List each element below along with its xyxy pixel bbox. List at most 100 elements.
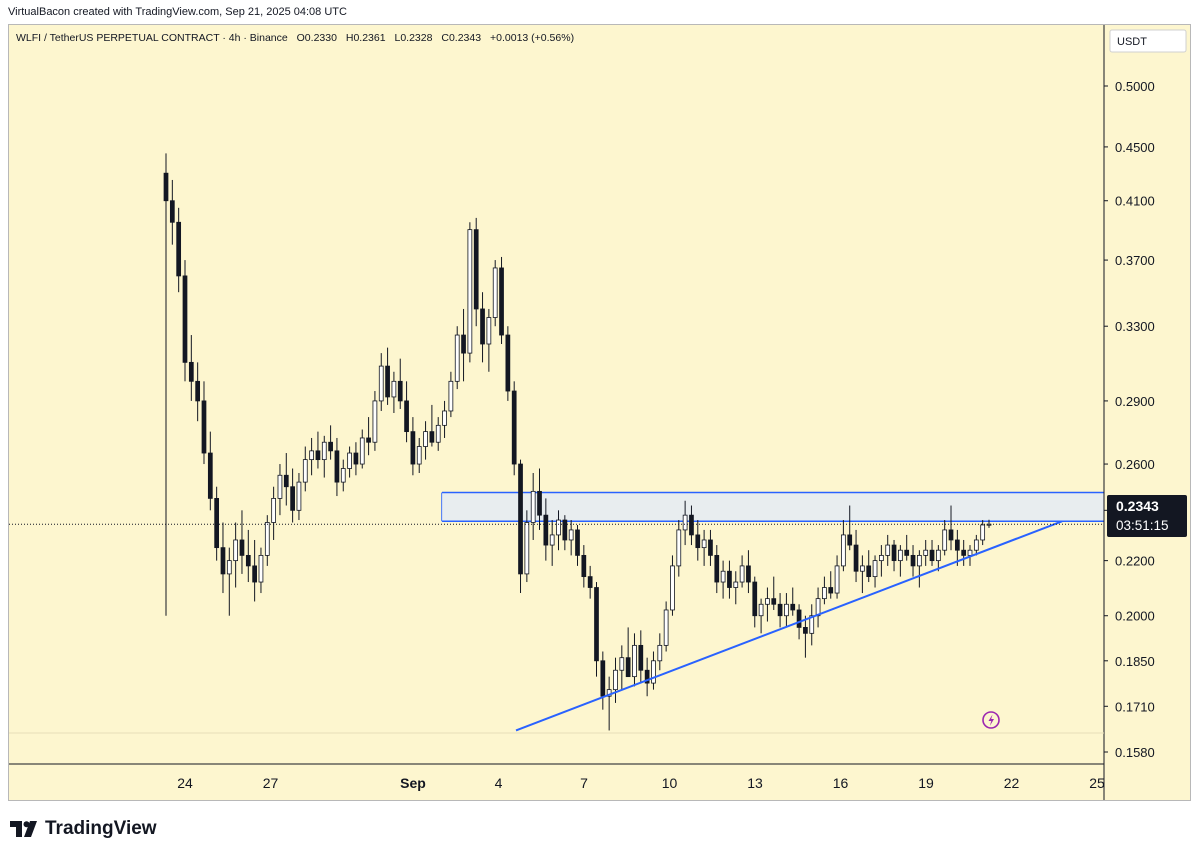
x-tick-label: 25: [1089, 775, 1105, 791]
candle-up: [530, 490, 536, 523]
chart-credit: VirtualBacon created with TradingView.co…: [8, 6, 347, 18]
candle-down: [625, 657, 631, 678]
candle-down: [385, 365, 390, 398]
candle-up: [739, 565, 745, 583]
last-price-value: 0.2343: [1116, 498, 1159, 514]
candle-down: [176, 221, 182, 277]
candle-up: [568, 529, 574, 541]
y-tick-label: 0.1580: [1115, 745, 1155, 760]
candle-down: [796, 609, 802, 628]
candle-down: [954, 539, 960, 551]
candle-up: [898, 549, 903, 562]
candle-up: [632, 644, 637, 678]
candle-up: [942, 529, 948, 551]
candle-up: [860, 565, 865, 572]
tradingview-logo-icon: [10, 821, 37, 837]
candle-up: [682, 514, 688, 531]
candle-up: [758, 603, 764, 617]
candle-down: [562, 519, 568, 541]
candle-down: [929, 549, 935, 562]
candle-down: [404, 400, 409, 433]
candle-up: [765, 598, 770, 605]
candle-down: [746, 565, 751, 583]
y-tick-label: 0.4100: [1115, 194, 1155, 209]
y-tick-label: 0.4500: [1115, 140, 1155, 155]
x-tick-label: 24: [177, 775, 193, 791]
x-tick-label: 16: [833, 775, 849, 791]
candle-down: [594, 587, 599, 662]
x-tick-label: 19: [918, 775, 934, 791]
y-tick-label: 0.3300: [1115, 319, 1155, 334]
candle-up: [340, 468, 346, 483]
y-tick-label: 0.2600: [1115, 457, 1155, 472]
candle-down: [334, 450, 340, 483]
symbol-legend[interactable]: WLFI / TetherUS PERPETUAL CONTRACT · 4h …: [16, 32, 580, 44]
candle-up: [841, 534, 846, 567]
ascending-trendline[interactable]: [515, 520, 1063, 732]
candle-down: [695, 534, 701, 549]
candle-down: [866, 565, 872, 578]
candle-down: [461, 334, 466, 354]
candle-down: [904, 549, 910, 556]
tradingview-logo[interactable]: TradingView: [10, 818, 157, 840]
candle-up: [670, 565, 675, 611]
candle-up: [885, 544, 891, 556]
candle-down: [575, 529, 580, 556]
candle-down: [689, 514, 694, 536]
legend-change: +0.0013 (+0.56%): [490, 32, 575, 44]
tradingview-wordmark: TradingView: [45, 818, 157, 839]
candle-down: [581, 554, 587, 578]
candle-up: [359, 437, 365, 465]
candle-up: [309, 450, 314, 461]
candle-down: [239, 539, 245, 556]
candle-up: [651, 660, 656, 684]
candle-down: [587, 576, 593, 588]
candle-up: [372, 400, 378, 443]
candle-up: [980, 524, 986, 541]
candle-down: [290, 486, 295, 511]
candle-down: [505, 334, 511, 392]
candle-up: [967, 549, 973, 556]
y-tick-label: 0.1850: [1115, 654, 1155, 669]
lightning-icon[interactable]: [982, 711, 1000, 729]
time-axis[interactable]: 24 27 Sep 4 7 10 13 16 19 22 25: [177, 775, 1105, 791]
candle-up: [973, 539, 979, 551]
candlestick-series: [163, 153, 992, 731]
candle-up: [448, 380, 454, 412]
currency-box[interactable]: [1109, 29, 1187, 53]
candle-up: [822, 587, 827, 600]
candle-down: [245, 554, 251, 567]
candle-up: [302, 459, 308, 483]
y-tick-label: 0.5000: [1115, 79, 1155, 94]
candle-up: [423, 431, 428, 447]
candle-down: [828, 587, 834, 594]
candle-down: [353, 452, 359, 465]
y-tick-label: 0.3700: [1115, 253, 1155, 268]
candle-down: [328, 441, 333, 452]
candle-down: [163, 172, 169, 202]
x-tick-label: 13: [747, 775, 763, 791]
candle-up: [663, 609, 669, 646]
y-tick-label: 0.2200: [1115, 554, 1155, 569]
candle-down: [511, 390, 517, 465]
candle-up: [233, 539, 239, 562]
candle-down: [600, 660, 606, 697]
candle-up: [676, 529, 682, 567]
x-tick-label: Sep: [400, 775, 426, 791]
legend-close: C0.2343: [441, 32, 482, 44]
candle-down: [644, 669, 650, 684]
candle-down: [853, 544, 859, 572]
candle-up: [226, 560, 232, 575]
resistance-zone[interactable]: [442, 492, 1104, 522]
x-tick-label: 4: [495, 775, 503, 791]
candle-up: [277, 474, 283, 499]
candle-up: [733, 581, 739, 588]
x-tick-label: 22: [1004, 775, 1020, 791]
candle-up: [467, 229, 473, 354]
candle-up: [935, 549, 941, 562]
candle-down: [714, 554, 720, 583]
candle-up: [416, 446, 422, 465]
price-axis[interactable]: 0.5000 0.4500 0.4100 0.3700 0.3300 0.2900 0.26…: [1104, 79, 1155, 760]
candle-down: [169, 200, 175, 223]
